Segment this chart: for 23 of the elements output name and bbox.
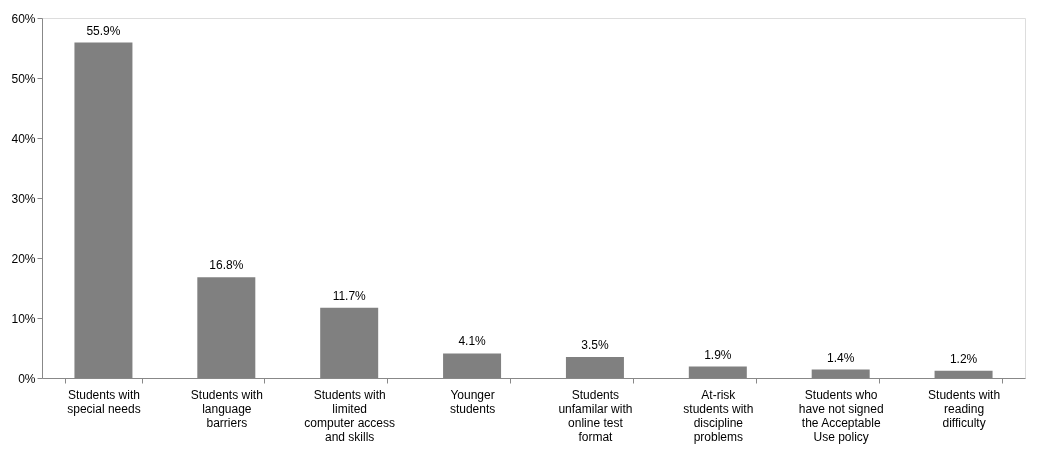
y-tick-label: 10% <box>11 311 36 326</box>
x-tick-label: Students who have not signed the Acceptable Use policy <box>798 387 884 444</box>
x-tick-label: Students with special needs <box>67 387 141 416</box>
y-tick-label: 60% <box>11 11 36 26</box>
data-label: 1.9% <box>704 347 732 362</box>
y-tick-label: 0% <box>18 371 36 386</box>
y-tick-label: 20% <box>11 251 36 266</box>
x-tick-label: Students with reading difficulty <box>928 387 1001 430</box>
x-tick-label: Students with limited computer access and skills <box>304 387 396 444</box>
y-tick-label: 40% <box>11 131 36 146</box>
x-tick-label: Students unfamilar with online test format <box>558 387 633 444</box>
x-tick-label: Younger students <box>449 387 496 416</box>
data-label: 1.4% <box>827 350 855 365</box>
data-label: 11.7% <box>332 288 367 303</box>
y-tick-label: 50% <box>11 71 36 86</box>
data-label: 1.2% <box>949 351 978 366</box>
y-tick-label: 30% <box>11 191 36 206</box>
data-label: 55.9% <box>86 23 121 38</box>
data-label: 4.1% <box>458 334 487 349</box>
x-tick-label: At-risk students with discipline problems <box>683 387 754 444</box>
data-label: 3.5% <box>581 338 609 352</box>
x-tick-label: Students with language barriers <box>190 387 263 430</box>
data-label: 16.8% <box>209 258 244 273</box>
